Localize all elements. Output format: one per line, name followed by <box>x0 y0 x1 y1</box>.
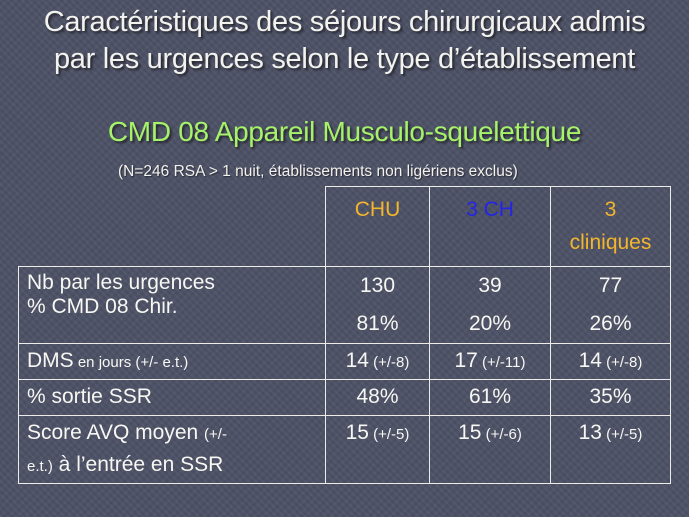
row-label-main: DMS <box>27 349 74 372</box>
value-cell: 15 (+/-5) <box>325 415 430 484</box>
value-cell: 35% <box>550 379 671 416</box>
title-line-1: Caractéristiques des séjours chirurgicau… <box>43 6 646 38</box>
row-label: Nb par les urgences % CMD 08 Chir. <box>18 266 326 344</box>
value-small: (+/-11) <box>477 354 526 371</box>
row-label-line1: Nb par les urgences <box>27 271 215 294</box>
value-main: 14 <box>345 349 369 372</box>
row-label-line1: Score AVQ moyen (+/- <box>27 418 325 450</box>
table-row: % sortie SSR 48% 61% 35% <box>18 379 671 416</box>
table-row: Nb par les urgences % CMD 08 Chir. 130 8… <box>18 266 671 344</box>
value-cell: 130 81% <box>325 266 430 344</box>
value-count: 39 <box>478 274 502 297</box>
row-label-part1: Score AVQ moyen <box>27 421 205 444</box>
header-cliniques-line1: 3 <box>604 198 617 221</box>
row-label-part2: à l’entrée en SSR <box>52 453 224 476</box>
value-cell: 39 20% <box>429 266 551 344</box>
row-label-line2: e.t.) à l’entrée en SSR <box>27 450 325 482</box>
value-count: 77 <box>598 274 623 297</box>
stats-table: CHU 3 CH 3 cliniques Nb par les urgences… <box>18 186 671 484</box>
header-cliniques-line2: cliniques <box>569 231 652 254</box>
header-chu-label: CHU <box>354 198 401 221</box>
value-cell: 14 (+/-8) <box>550 343 671 380</box>
value-main: 15 <box>345 421 369 444</box>
row-label-small1: (+/- <box>204 426 227 443</box>
value-cell: 77 26% <box>550 266 671 344</box>
value-percent: 81% <box>356 312 399 335</box>
table-row: Score AVQ moyen (+/- e.t.) à l’entrée en… <box>18 415 671 484</box>
value-cell: 13 (+/-5) <box>550 415 671 484</box>
header-3ch-label: 3 CH <box>466 198 514 221</box>
value-percent: 26% <box>589 312 632 335</box>
header-chu: CHU <box>325 186 430 267</box>
value-main: 13 <box>578 421 602 444</box>
value-small: (+/-5) <box>601 426 643 443</box>
value-main: 15 <box>458 421 482 444</box>
value-small: (+/-6) <box>481 426 522 443</box>
table-row: DMS en jours (+/- e.t.) 14 (+/-8) 17 (+/… <box>18 343 671 380</box>
value-cell: 17 (+/-11) <box>429 343 551 380</box>
value-count: 130 <box>359 274 396 297</box>
value-main: 17 <box>454 349 478 372</box>
value-cell: 14 (+/-8) <box>325 343 430 380</box>
sample-note: (N=246 RSA > 1 nuit, établissements non … <box>118 163 518 180</box>
slide-title: Caractéristiques des séjours chirurgicau… <box>0 4 689 78</box>
header-cliniques: 3 cliniques <box>550 186 671 267</box>
value-small: (+/-8) <box>368 354 410 371</box>
value-cell: 15 (+/-6) <box>429 415 551 484</box>
row-label-line2: % CMD 08 Chir. <box>27 295 178 318</box>
row-label-small2: e.t.) <box>27 458 53 475</box>
value-main: 14 <box>578 349 602 372</box>
row-label: DMS en jours (+/- e.t.) <box>18 343 326 380</box>
header-empty-cell <box>18 186 326 267</box>
value-percent: 20% <box>468 312 512 335</box>
title-line-2: par les urgences selon le type d’établis… <box>53 43 636 75</box>
header-row: CHU 3 CH 3 cliniques <box>18 186 671 267</box>
value-small: (+/-8) <box>601 354 643 371</box>
slide-subtitle: CMD 08 Appareil Musculo-squelettique <box>107 116 582 147</box>
row-label-small: en jours (+/- e.t.) <box>73 354 189 371</box>
value-cell: 61% <box>429 379 551 416</box>
header-3ch: 3 CH <box>429 186 551 267</box>
value-small: (+/-5) <box>368 426 410 443</box>
value-cell: 48% <box>325 379 430 416</box>
row-label: Score AVQ moyen (+/- e.t.) à l’entrée en… <box>18 415 326 484</box>
row-label: % sortie SSR <box>18 379 326 416</box>
